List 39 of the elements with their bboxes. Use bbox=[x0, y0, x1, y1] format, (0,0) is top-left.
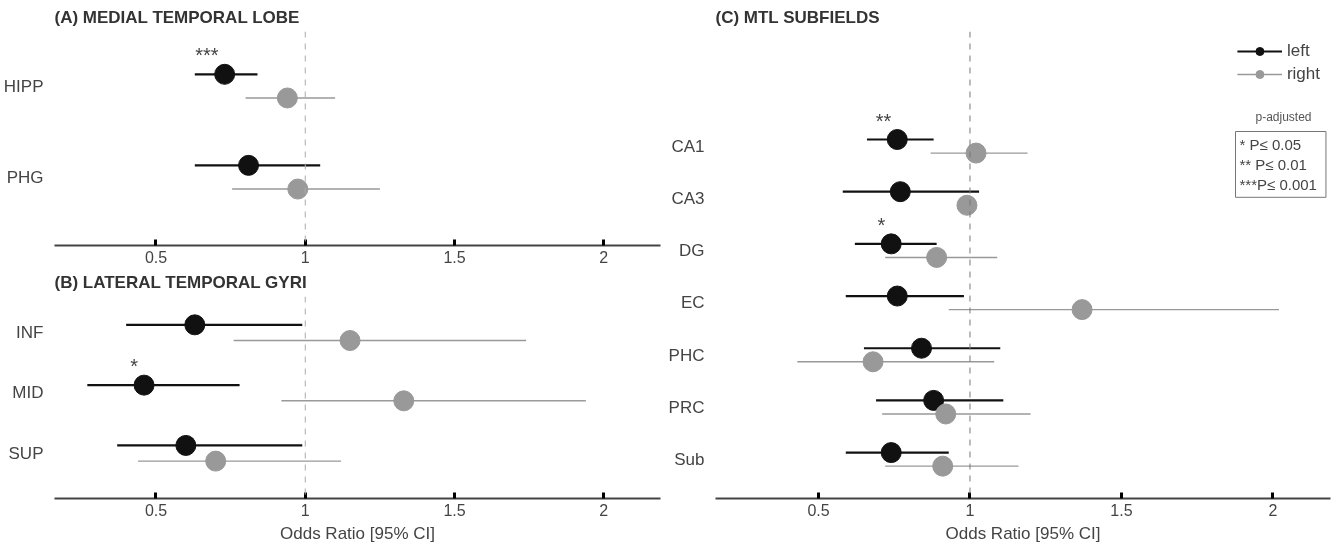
y-tick-label: PHG bbox=[6, 167, 44, 187]
x-tick-label: 1 bbox=[300, 501, 310, 519]
x-tick-label: 2 bbox=[599, 248, 609, 266]
y-tick-label: MID bbox=[12, 383, 44, 403]
chart-title: (C) MTL SUBFIELDS bbox=[715, 7, 880, 27]
annotation: * bbox=[877, 213, 886, 236]
chart-title: (A) MEDIAL TEMPORAL LOBE bbox=[54, 7, 300, 27]
legend-label: right bbox=[1286, 64, 1320, 84]
annotation: p-adjusted bbox=[1255, 109, 1312, 124]
annotation: *** bbox=[195, 44, 219, 67]
annotation: ** P≤ 0.01 bbox=[1239, 155, 1307, 173]
x-tick-label: 1 bbox=[965, 501, 975, 519]
annotation: * bbox=[130, 355, 139, 378]
x-tick-label: 2 bbox=[1268, 501, 1278, 519]
x-tick-label: 1.5 bbox=[443, 501, 466, 519]
legend-label: left bbox=[1286, 41, 1310, 61]
y-tick-label: INF bbox=[16, 323, 44, 343]
annotation: ** bbox=[875, 109, 892, 132]
x-axis-title: Odds Ratio [95% CI] bbox=[945, 523, 1101, 543]
x-tick-label: 0.5 bbox=[807, 501, 830, 519]
y-tick-label: EC bbox=[680, 293, 705, 313]
chart-title: (B) LATERAL TEMPORAL GYRI bbox=[54, 272, 307, 292]
y-tick-label: SUP bbox=[8, 443, 44, 463]
y-tick-label: Sub bbox=[674, 449, 705, 469]
y-tick-label: PHC bbox=[668, 345, 705, 365]
y-tick-label: HIPP bbox=[3, 76, 44, 96]
x-tick-label: 2 bbox=[599, 501, 609, 519]
y-tick-label: CA3 bbox=[671, 188, 705, 208]
annotation: ***P≤ 0.001 bbox=[1239, 176, 1317, 194]
x-tick-label: 1 bbox=[300, 248, 310, 266]
y-tick-label: PRC bbox=[668, 397, 705, 417]
x-tick-label: 0.5 bbox=[144, 248, 168, 266]
annotation: * P≤ 0.05 bbox=[1239, 135, 1302, 153]
y-tick-label: DG bbox=[679, 241, 705, 261]
x-tick-label: 0.5 bbox=[144, 501, 168, 519]
x-tick-label: 1.5 bbox=[1110, 501, 1133, 519]
x-axis-title: Odds Ratio [95% CI] bbox=[280, 523, 435, 543]
y-tick-label: CA1 bbox=[671, 136, 705, 156]
x-tick-label: 1.5 bbox=[443, 248, 466, 266]
